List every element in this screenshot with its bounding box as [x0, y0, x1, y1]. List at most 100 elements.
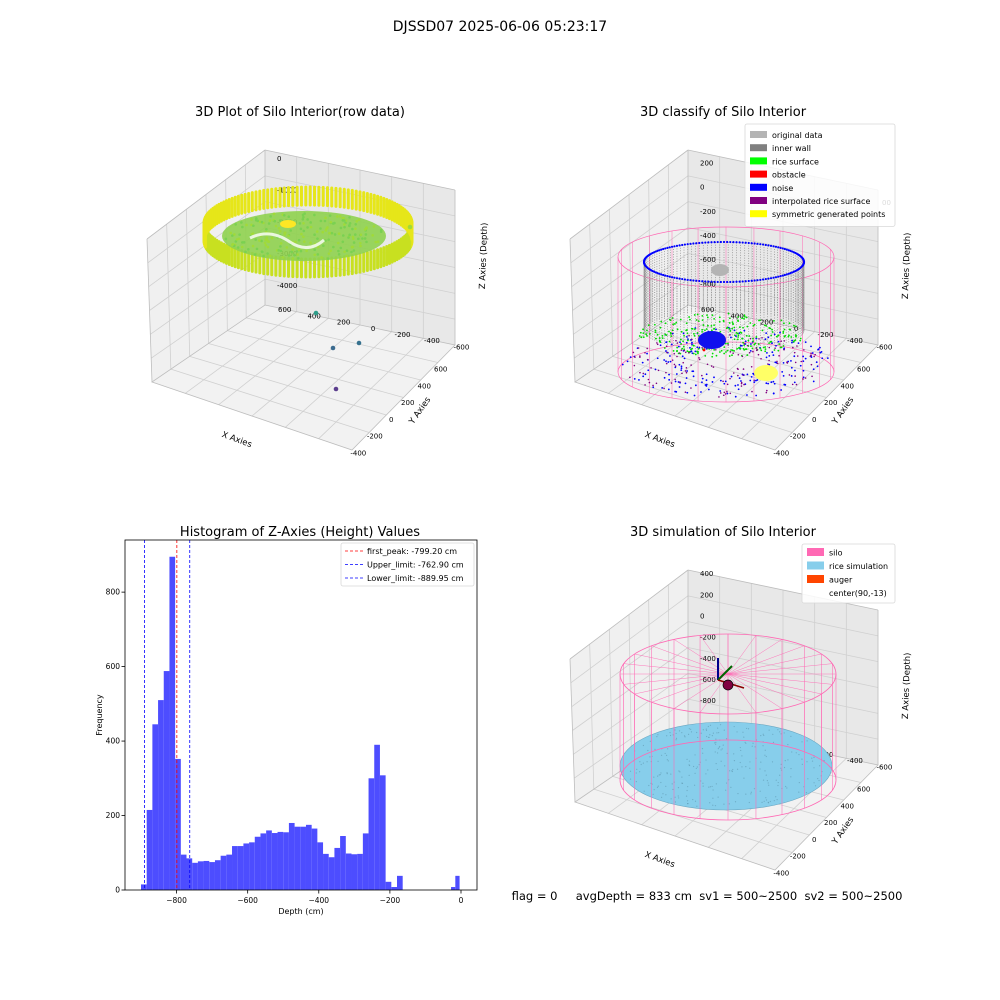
- noise-point: [644, 373, 646, 375]
- rice-simulation-point: [819, 765, 820, 766]
- rice-surface-point: [782, 332, 784, 334]
- rice-surface-point: [780, 319, 782, 321]
- rice-simulation-point: [720, 724, 721, 725]
- interpolated-point: [666, 363, 668, 365]
- rice-simulation-point: [784, 732, 785, 733]
- noise-point: [726, 281, 728, 283]
- rice-simulation-point: [737, 793, 738, 794]
- rice-simulation-point: [799, 782, 800, 783]
- rice-simulation-point: [754, 788, 755, 789]
- surface-point: [330, 221, 333, 224]
- interpolated-point: [713, 366, 715, 368]
- rice-simulation-point: [697, 737, 698, 738]
- interpolated-point: [749, 352, 751, 354]
- interpolated-point: [644, 384, 646, 386]
- interpolated-point: [652, 385, 654, 387]
- surface-point: [377, 240, 380, 243]
- noise-point: [710, 281, 712, 283]
- rice-simulation-point: [694, 773, 695, 774]
- rice-simulation-point: [772, 761, 773, 762]
- rice-simulation-point: [660, 782, 661, 783]
- noise-point: [695, 242, 697, 244]
- noise-point: [702, 378, 704, 380]
- surface-point: [273, 213, 276, 216]
- interpolated-point: [685, 370, 687, 372]
- noise-point: [777, 276, 779, 278]
- surface-point: [279, 230, 282, 233]
- y-tick-label: -200: [818, 331, 834, 339]
- noise-point: [784, 248, 786, 250]
- noise-point: [793, 355, 795, 357]
- noise-point: [675, 381, 677, 383]
- noise-point: [678, 278, 680, 280]
- legend-label: interpolated rice surface: [772, 197, 870, 206]
- noise-point: [647, 369, 649, 371]
- interpolated-point: [656, 342, 658, 344]
- interpolated-point: [663, 388, 665, 390]
- rice-simulation-point: [688, 764, 689, 765]
- surface-point: [267, 240, 270, 243]
- interpolated-point: [794, 375, 796, 377]
- histogram-bar: [283, 832, 289, 890]
- legend-label: symmetric generated points: [772, 210, 885, 219]
- rice-simulation-point: [678, 787, 679, 788]
- rice-surface-point: [711, 356, 713, 358]
- rice-simulation-point: [743, 777, 744, 778]
- interpolated-point: [679, 381, 681, 383]
- surface-point: [280, 242, 283, 245]
- interpolated-point: [758, 354, 760, 356]
- rice-simulation-point: [676, 738, 677, 739]
- interpolated-point: [789, 374, 791, 376]
- surface-point: [309, 242, 312, 245]
- surface-point: [343, 250, 346, 253]
- rice-surface-point: [692, 328, 694, 330]
- interpolated-point: [729, 334, 731, 336]
- rice-simulation-point: [760, 762, 761, 763]
- rice-simulation-point: [768, 782, 769, 783]
- surface-point: [245, 224, 248, 227]
- rice-surface-point: [646, 330, 648, 332]
- rice-simulation-point: [687, 786, 688, 787]
- interpolated-point: [665, 372, 667, 374]
- surface-point: [300, 228, 303, 231]
- rice-simulation-point: [765, 797, 766, 798]
- surface-point: [296, 253, 299, 256]
- rice-simulation-point: [641, 764, 642, 765]
- noise-point: [666, 341, 668, 343]
- surface-point: [225, 238, 228, 241]
- rice-simulation-point: [709, 734, 710, 735]
- noise-point: [765, 382, 767, 384]
- rice-simulation-point: [694, 754, 695, 755]
- rice-simulation-point: [718, 796, 719, 797]
- histogram-bar: [232, 846, 238, 890]
- interpolated-point: [701, 347, 703, 349]
- surface-point: [310, 226, 313, 229]
- rice-simulation-point: [796, 752, 797, 753]
- surface-point: [324, 220, 327, 223]
- surface-point: [265, 244, 268, 247]
- interpolated-point: [629, 377, 631, 379]
- rice-surface-point: [734, 334, 736, 336]
- rice-simulation-point: [657, 761, 658, 762]
- rice-simulation-point: [763, 780, 764, 781]
- rice-simulation-point: [806, 761, 807, 762]
- rice-simulation-point: [702, 783, 703, 784]
- surface-point: [322, 244, 325, 247]
- noise-point: [756, 279, 758, 281]
- rice-surface-point: [639, 335, 641, 337]
- rice-simulation-point: [764, 755, 765, 756]
- noise-point: [664, 247, 666, 249]
- histogram-bar: [181, 855, 187, 890]
- interpolated-point: [738, 354, 740, 356]
- rice-simulation-point: [798, 792, 799, 793]
- noise-point: [668, 374, 670, 376]
- histogram-bar: [255, 837, 261, 890]
- interpolated-point: [758, 338, 760, 340]
- x-tick-label: -200: [790, 433, 806, 441]
- noise-point: [740, 380, 742, 382]
- rice-surface-point: [648, 324, 650, 326]
- noise-point: [638, 379, 640, 381]
- rice-simulation-point: [752, 746, 753, 747]
- rice-simulation-point: [657, 787, 658, 788]
- interpolated-point: [634, 356, 636, 358]
